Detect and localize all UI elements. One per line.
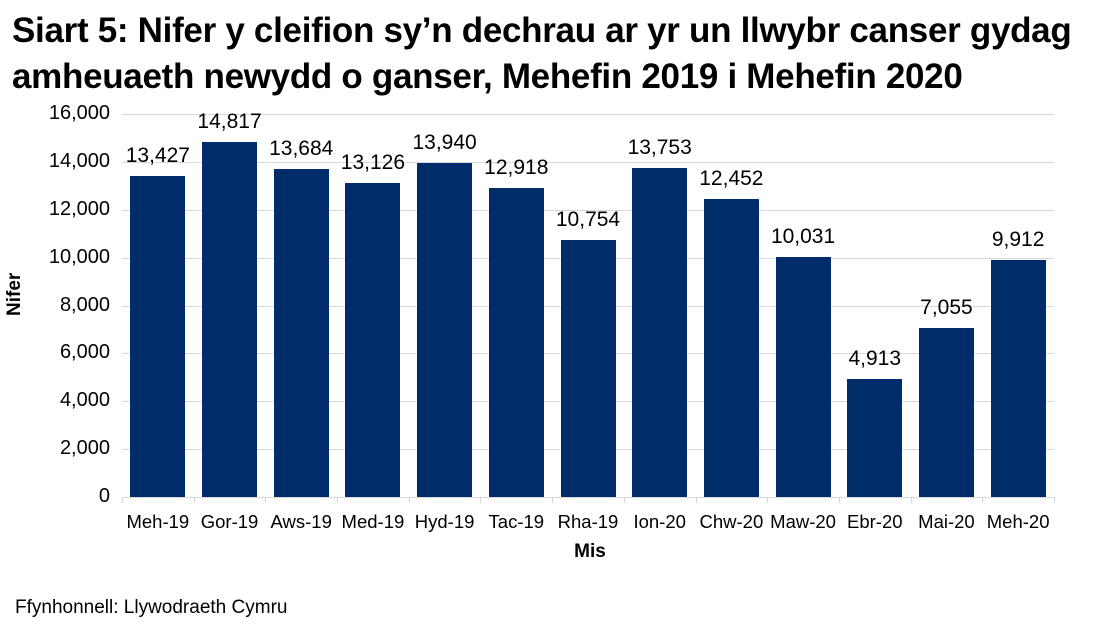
- bar-Maw-20: [775, 256, 831, 497]
- chart-title: Siart 5: Nifer y cleifion sy’n dechrau a…: [12, 11, 1072, 96]
- data-label: 7,055: [920, 296, 973, 320]
- x-tick: [408, 497, 410, 503]
- x-tick: [265, 497, 267, 503]
- x-tick: [480, 497, 482, 503]
- x-tick-label: Hyd-19: [414, 511, 475, 532]
- gridline: [122, 209, 1054, 211]
- x-tick-label: Mai-20: [918, 511, 975, 532]
- y-tick-label: 2,000: [59, 437, 110, 460]
- x-tick-label: Aws-19: [270, 511, 332, 532]
- bar-Ebr-20: [847, 379, 903, 497]
- bar-Med-19: [345, 182, 401, 497]
- x-tick: [193, 497, 195, 503]
- bar-Gor-19: [202, 142, 258, 497]
- x-tick-label: Chw-20: [699, 511, 764, 532]
- x-tick-label: Rha-19: [557, 511, 619, 532]
- x-tick-label: Maw-20: [770, 511, 836, 532]
- data-label: 4,913: [848, 347, 902, 371]
- x-tick: [337, 497, 339, 503]
- x-tick: [552, 497, 554, 503]
- x-tick-label: Gor-19: [200, 511, 259, 532]
- data-label: 13,126: [340, 150, 406, 174]
- x-tick-label: Tac-19: [488, 511, 545, 532]
- bar-Aws-19: [273, 169, 329, 497]
- data-label: 13,427: [125, 143, 190, 167]
- x-tick: [838, 497, 840, 503]
- x-tick: [122, 497, 123, 503]
- data-label: 13,940: [412, 131, 477, 155]
- gridline: [122, 114, 1054, 115]
- y-tick-label: 6,000: [59, 341, 110, 364]
- bar-Meh-19: [130, 175, 186, 497]
- y-tick-label: 0: [98, 485, 110, 507]
- data-label: 12,452: [699, 166, 764, 190]
- x-axis-title: Mis: [574, 541, 606, 562]
- x-tick-label: Ebr-20: [847, 511, 903, 532]
- x-tick: [767, 497, 769, 503]
- x-tick: [1054, 497, 1055, 503]
- y-tick-label: 16,000: [48, 102, 110, 124]
- y-tick-label: 10,000: [48, 245, 110, 268]
- gridline: [122, 161, 1054, 163]
- x-tick: [623, 497, 625, 503]
- x-tick-label: Meh-19: [126, 511, 190, 532]
- data-label: 13,753: [627, 135, 692, 159]
- source-note: Ffynhonnell: Llywodraeth Cymru: [15, 597, 288, 618]
- plot-area: 13,427 14,817 13,684 13,126 13,940 12,918 10,7…: [122, 110, 1055, 503]
- x-tick: [910, 497, 912, 503]
- y-axis-title: Nifer: [4, 272, 25, 316]
- x-tick-label: Ion-20: [633, 511, 686, 532]
- data-label: 10,031: [770, 224, 836, 248]
- x-tick: [695, 497, 697, 503]
- data-label: 10,754: [555, 207, 621, 231]
- bar-Tac-19: [488, 187, 544, 497]
- bar-Ion-20: [632, 167, 688, 497]
- x-tick-label: Med-19: [341, 511, 405, 532]
- x-tick: [982, 497, 984, 503]
- data-label: 14,817: [197, 110, 262, 134]
- y-tick-label: 4,000: [59, 389, 110, 412]
- y-tick-label: 14,000: [48, 149, 110, 172]
- bar-Meh-20: [990, 259, 1046, 497]
- data-label: 9,912: [991, 227, 1045, 251]
- y-tick-label: 12,000: [48, 197, 110, 220]
- data-label: 13,684: [269, 137, 334, 161]
- data-label: 12,918: [484, 155, 549, 179]
- x-tick-label: Meh-20: [986, 511, 1050, 532]
- bar-Chw-20: [703, 198, 759, 497]
- bar-Mai-20: [918, 328, 974, 497]
- bar-Hyd-19: [417, 163, 473, 497]
- y-tick-label: 8,000: [59, 293, 110, 316]
- bar-Rha-19: [560, 239, 616, 497]
- x-axis-line: [122, 497, 1054, 498]
